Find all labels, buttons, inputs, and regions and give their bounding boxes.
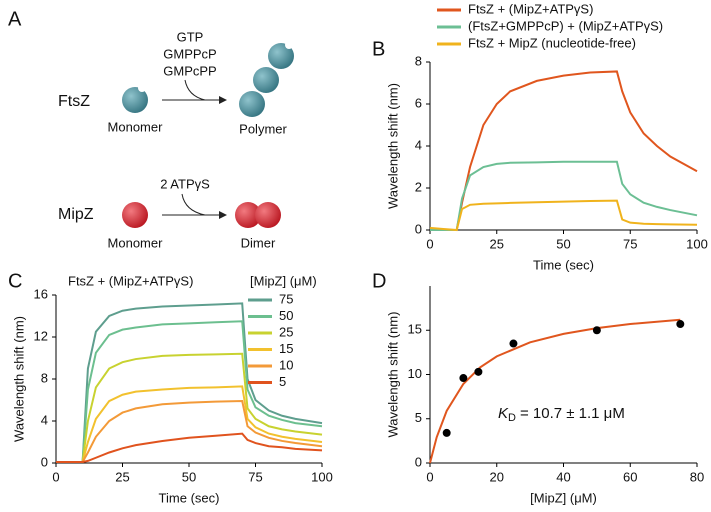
panel-label: B: [372, 38, 385, 60]
y-tick-label: 12: [34, 328, 48, 343]
nucleotide: GTP: [177, 29, 204, 44]
series-line: [430, 160, 698, 231]
kd-value: = 10.7 ± 1.1 μM: [520, 405, 625, 422]
legend-label: 50: [279, 308, 293, 323]
x-tick-label: 50: [182, 469, 196, 484]
fit-line: [429, 318, 681, 464]
x-axis-label: Time (sec): [533, 257, 594, 272]
x-tick-label: 80: [690, 469, 704, 484]
x-tick-label: 100: [686, 236, 708, 251]
legend-label: FtsZ + (MipZ+ATPγS): [468, 1, 593, 16]
nucleotide: GMPcPP: [163, 63, 216, 78]
series-line: [56, 400, 323, 463]
data-point: [442, 428, 451, 437]
cofactor: 2 ATPγS: [160, 176, 210, 191]
nucleotide: GMPPcP: [163, 46, 216, 61]
x-axis-label: Time (sec): [159, 490, 220, 505]
y-tick-label: 8: [41, 370, 48, 385]
annotation: KD = 10.7 ± 1.1 μM: [498, 405, 625, 424]
y-axis-label: Wavelength shift (nm): [385, 83, 400, 209]
legend-label: 75: [279, 291, 293, 306]
y-tick-label: 10: [408, 366, 422, 381]
data-point: [676, 320, 685, 329]
mipz-dimer: [255, 202, 281, 228]
series-line: [56, 302, 323, 463]
state-label: Monomer: [108, 119, 164, 134]
panel-label: C: [8, 270, 22, 292]
series-line: [56, 352, 323, 463]
arrow: [184, 79, 206, 101]
series-line: [429, 199, 698, 232]
x-tick-label: 20: [490, 469, 504, 484]
data-point: [474, 367, 483, 376]
x-tick-label: 50: [556, 236, 570, 251]
x-axis-label: [MipZ] (μM): [530, 490, 597, 505]
mipz-dimer: [235, 202, 261, 228]
y-axis-label: Wavelength shift (nm): [11, 316, 26, 442]
y-tick-label: 8: [415, 53, 422, 68]
state-label: Monomer: [108, 235, 164, 250]
series-line: [56, 432, 323, 463]
arrow: [181, 193, 206, 216]
kd-subscript: D: [508, 412, 516, 424]
x-tick-label: 25: [115, 469, 129, 484]
ftsz-polymer: [268, 43, 294, 69]
y-tick-label: 15: [408, 322, 422, 337]
diagram: A GTP GMPPcP GMPcPP FtsZ Monomer Polymer…: [8, 8, 294, 250]
y-tick-label: 16: [34, 286, 48, 301]
mipz-monomer: [122, 202, 148, 228]
ftsz-polymer: [239, 91, 265, 117]
kd-symbol: K: [498, 405, 509, 422]
legend-label: 15: [279, 341, 293, 356]
data-point: [509, 339, 518, 348]
legend-title: [MipZ] (μM): [250, 273, 317, 288]
data-point: [592, 326, 601, 335]
y-tick-label: 2: [415, 179, 422, 194]
y-tick-label: 6: [415, 95, 422, 110]
y-tick-label: 0: [415, 221, 422, 236]
y-tick-label: 4: [41, 412, 48, 427]
y-tick-label: 0: [415, 454, 422, 469]
x-tick-label: 100: [311, 469, 333, 484]
panel-label: D: [372, 270, 386, 292]
series-line: [56, 385, 323, 463]
state-label: Polymer: [239, 121, 287, 136]
y-tick-label: 0: [41, 454, 48, 469]
state-label: Dimer: [241, 235, 276, 250]
legend-label: 5: [279, 374, 286, 389]
x-tick-label: 0: [426, 469, 433, 484]
legend-label: FtsZ + MipZ (nucleotide-free): [468, 35, 636, 50]
legend-label: (FtsZ+GMPPcP) + (MipZ+ATPγS): [468, 18, 663, 33]
protein-label: MipZ: [58, 206, 94, 223]
x-tick-label: 0: [426, 236, 433, 251]
notch: [138, 84, 146, 92]
chart-title: FtsZ + (MipZ+ATPγS): [68, 273, 193, 288]
legend-label: 10: [279, 357, 293, 372]
panel-label: A: [8, 8, 22, 30]
data-point: [459, 374, 468, 383]
legend-label: 25: [279, 324, 293, 339]
series-line: [56, 320, 323, 463]
x-tick-label: 0: [52, 469, 59, 484]
x-tick-label: 25: [490, 236, 504, 251]
x-tick-label: 40: [556, 469, 570, 484]
y-tick-label: 5: [415, 410, 422, 425]
y-axis-label: Wavelength shift (nm): [385, 312, 400, 438]
ftsz-monomer: [122, 87, 148, 113]
protein-label: FtsZ: [58, 93, 90, 110]
x-tick-label: 75: [623, 236, 637, 251]
x-tick-label: 60: [623, 469, 637, 484]
x-tick-label: 75: [248, 469, 262, 484]
y-tick-label: 4: [415, 137, 422, 152]
notch: [285, 41, 293, 49]
ftsz-polymer: [253, 67, 279, 93]
